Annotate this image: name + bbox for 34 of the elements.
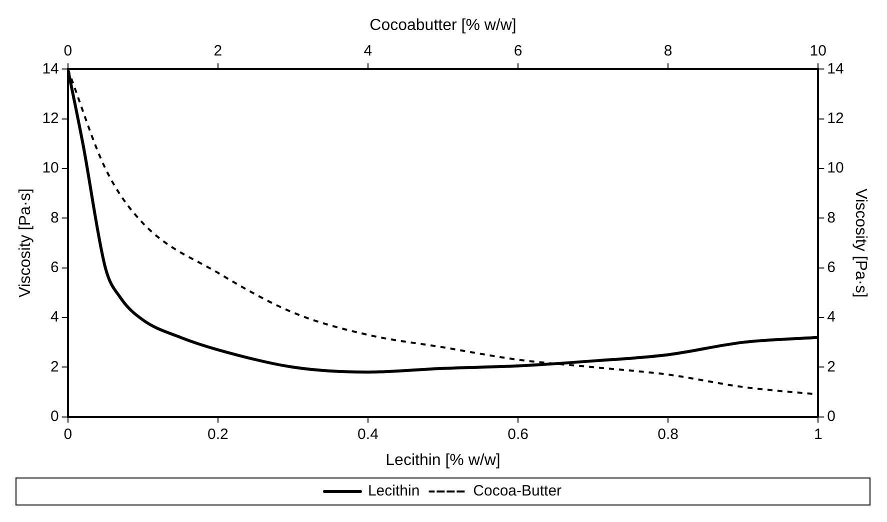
y2-tick-label: 4 [827,308,836,326]
y-tick-label: 12 [42,110,59,127]
x2-tick-label: 8 [664,42,672,60]
x2-axis-title: Cocoabutter [% w/w] [370,17,516,34]
y-tick-label: 0 [50,408,59,425]
y-tick-label: 4 [50,308,59,326]
x-tick-label: 0.2 [208,426,228,443]
x-tick-label: 0.4 [358,426,378,443]
x2-tick-label: 0 [64,42,72,60]
y-tick-label: 6 [50,258,59,276]
x-tick-label: 1 [814,426,822,443]
y2-tick-label: 6 [827,258,836,276]
y2-axis-title: Viscosity [Pa·s] [852,188,869,298]
x-axis-title: Lecithin [% w/w] [386,452,500,469]
y-tick-label: 8 [50,209,59,226]
y2-tick-label: 14 [827,60,844,78]
x-tick-label: 0.6 [508,426,528,443]
y2-tick-label: 10 [827,160,844,177]
legend-label: Cocoa-Butter [473,482,562,500]
y-tick-label: 10 [42,160,59,177]
y2-tick-label: 12 [827,110,844,127]
y2-tick-label: 0 [827,408,836,425]
x-tick-label: 0.8 [658,426,678,443]
y2-tick-label: 8 [827,209,836,226]
y-axis-title: Viscosity [Pa·s] [17,188,34,298]
x-tick-label: 0 [64,426,72,443]
x2-tick-label: 6 [514,42,522,60]
x2-tick-label: 4 [364,42,372,60]
y-tick-label: 14 [42,60,59,78]
x2-tick-label: 10 [810,42,826,60]
y2-tick-label: 2 [827,358,836,376]
y-tick-label: 2 [50,358,59,376]
legend-label: Lecithin [368,482,420,500]
x2-tick-label: 2 [214,42,222,60]
